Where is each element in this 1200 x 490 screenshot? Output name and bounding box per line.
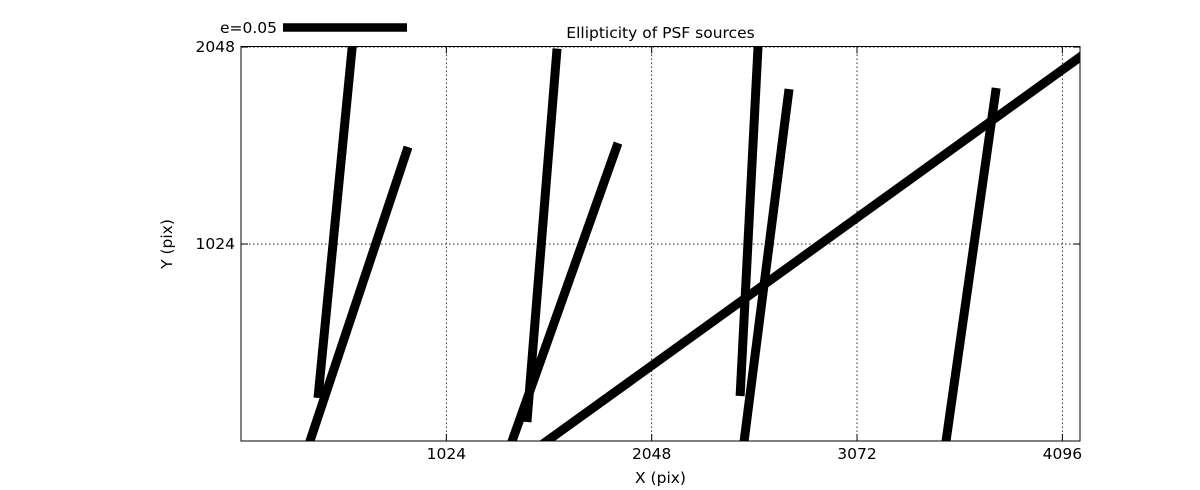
ellipticity-whisker (522, 48, 562, 423)
x-tick-label: 2048 (632, 445, 671, 463)
y-axis-label: Y (pix) (158, 219, 176, 270)
plot-title: Ellipticity of PSF sources (566, 24, 754, 42)
axis-ticks (241, 46, 1080, 441)
whisker-segments (305, 47, 1080, 441)
y-tick-label: 1024 (196, 235, 235, 253)
x-axis-label: X (pix) (635, 469, 686, 487)
legend-label: e=0.05 (220, 19, 277, 37)
tick-labels: 1024 2048 3072 4096 1024 2048 (196, 38, 1083, 463)
x-tick-label: 3072 (837, 445, 876, 463)
ellipticity-whisker (305, 145, 413, 441)
gridlines (241, 46, 1080, 441)
ellipticity-whisker (539, 51, 1080, 441)
y-tick-label: 2048 (196, 38, 235, 56)
ellipticity-whisker (507, 141, 623, 441)
ellipticity-whisker (739, 88, 794, 441)
ellipticity-whisker (735, 47, 763, 397)
x-tick-label: 1024 (427, 445, 466, 463)
x-tick-label: 4096 (1043, 445, 1082, 463)
ellipticity-whisker (941, 87, 1001, 441)
ellipticity-whisker (313, 47, 357, 399)
